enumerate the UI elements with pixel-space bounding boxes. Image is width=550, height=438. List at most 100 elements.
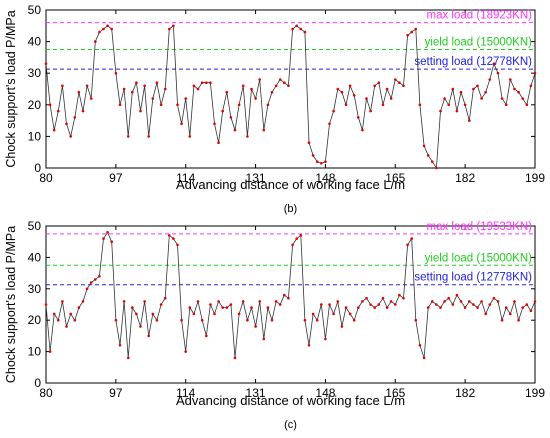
data-point	[361, 300, 364, 303]
y-tick-label: 30	[28, 282, 42, 296]
data-point	[254, 325, 257, 328]
data-point	[328, 122, 331, 126]
data-point	[65, 325, 68, 328]
data-point	[533, 71, 537, 75]
data-point	[155, 81, 159, 84]
data-point	[315, 318, 319, 322]
data-point	[496, 300, 500, 303]
data-point	[266, 103, 270, 107]
data-point	[200, 318, 204, 322]
x-tick-label: 114	[176, 386, 195, 400]
data-point	[184, 97, 187, 100]
data-point	[509, 78, 512, 81]
data-point	[385, 87, 389, 91]
data-point	[126, 356, 130, 360]
data-point	[488, 78, 492, 81]
data-point	[307, 141, 311, 144]
data-point	[385, 306, 389, 309]
data-point	[431, 160, 434, 163]
data-point	[172, 24, 175, 28]
data-point	[270, 318, 274, 322]
data-point	[250, 306, 253, 309]
data-point	[447, 103, 451, 107]
data-point	[61, 84, 64, 88]
data-point	[205, 334, 208, 338]
data-point	[422, 356, 426, 360]
data-point	[176, 243, 179, 247]
y-tick-label: 20	[28, 313, 42, 327]
data-point	[435, 303, 438, 306]
data-point	[394, 78, 397, 81]
data-point	[52, 128, 56, 132]
data-point	[180, 318, 183, 322]
data-point	[48, 103, 52, 107]
data-point	[295, 24, 299, 28]
data-point	[373, 306, 377, 309]
data-point	[291, 243, 294, 247]
data-point	[233, 356, 237, 360]
data-point	[406, 243, 409, 247]
data-point	[147, 334, 150, 338]
data-point	[274, 300, 278, 303]
data-point	[225, 306, 229, 309]
data-point	[480, 97, 483, 100]
data-point	[278, 303, 282, 306]
data-point	[365, 97, 368, 100]
data-point	[254, 97, 257, 100]
data-point	[426, 306, 430, 309]
data-point	[340, 325, 344, 328]
data-point	[439, 306, 442, 309]
data-point	[410, 237, 414, 240]
data-point	[357, 116, 360, 119]
data-point	[217, 141, 220, 144]
y-tick-label: 50	[28, 219, 42, 233]
data-point	[426, 154, 430, 157]
data-point	[291, 27, 294, 31]
data-point	[143, 300, 146, 303]
data-point	[311, 312, 315, 316]
data-point	[513, 87, 516, 91]
x-tick-label: 80	[39, 386, 53, 400]
data-point	[205, 81, 208, 84]
data-point	[73, 318, 77, 322]
data-point	[69, 312, 72, 316]
data-point	[529, 84, 533, 88]
data-point	[443, 97, 446, 100]
data-point	[172, 237, 175, 240]
data-point	[278, 78, 282, 81]
data-point	[414, 318, 418, 322]
data-point	[44, 303, 48, 306]
data-point	[381, 103, 385, 107]
data-point	[106, 231, 109, 234]
data-point	[163, 87, 167, 91]
data-point	[159, 303, 163, 306]
data-point	[389, 300, 393, 303]
y-tick-label: 30	[28, 66, 42, 80]
data-point	[61, 300, 64, 303]
data-point	[398, 293, 401, 297]
data-point	[459, 300, 463, 303]
data-point	[357, 306, 360, 309]
data-point	[159, 103, 163, 107]
data-point	[303, 30, 307, 34]
data-point	[492, 296, 496, 300]
data-point	[270, 90, 274, 94]
x-tick-label: 182	[455, 386, 475, 400]
reference-line-label: max load (18923KN)	[427, 10, 533, 22]
data-point	[373, 84, 377, 88]
data-point	[69, 135, 72, 138]
data-point	[472, 87, 475, 91]
data-point	[525, 103, 529, 107]
data-point	[139, 325, 142, 328]
data-point	[402, 84, 405, 88]
data-point	[102, 27, 105, 31]
data-point	[233, 128, 237, 132]
data-point	[246, 318, 249, 322]
data-point	[459, 90, 463, 94]
data-point	[369, 303, 372, 306]
y-tick-label: 0	[34, 161, 41, 175]
x-tick-label: 148	[315, 386, 335, 400]
data-point	[262, 128, 266, 132]
data-point	[435, 166, 438, 170]
